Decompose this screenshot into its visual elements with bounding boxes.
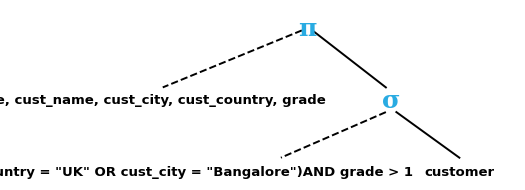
- Text: σ: σ: [382, 89, 400, 113]
- Text: π: π: [298, 17, 316, 41]
- Text: customer: customer: [424, 166, 495, 179]
- Text: cust_code, cust_name, cust_city, cust_country, grade: cust_code, cust_name, cust_city, cust_co…: [0, 94, 326, 107]
- Text: NOT (cust_country = "UK" OR cust_city = "Bangalore")AND grade > 1: NOT (cust_country = "UK" OR cust_city = …: [0, 166, 413, 179]
